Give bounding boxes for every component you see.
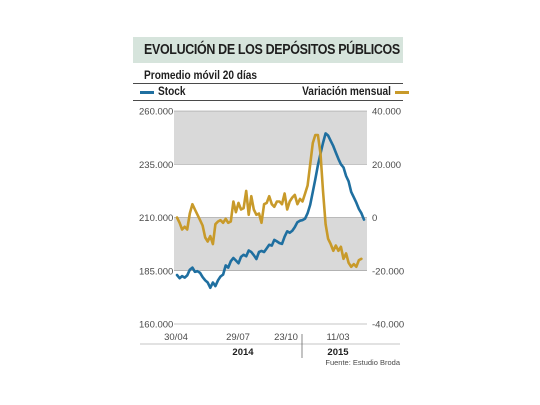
title-banner: EVOLUCIÓN DE LOS DEPÓSITOS PÚBLICOS (133, 37, 403, 63)
legend-stock-swatch (140, 90, 154, 94)
y-left-tick-label: 210.000 (139, 213, 173, 224)
year-label: 2015 (327, 347, 349, 358)
x-tick-label: 29/07 (226, 332, 250, 343)
y-left-tick-label: 235.000 (139, 160, 173, 171)
y-left-tick-label: 260.000 (139, 107, 173, 118)
chart-subtitle: Promedio móvil 20 días (144, 70, 258, 82)
y-left-tick-label: 160.000 (139, 320, 173, 331)
source-note: Fuente: Estudio Broda (325, 358, 400, 367)
x-tick-label: 30/04 (164, 332, 188, 343)
legend-stock: Stock (140, 86, 189, 98)
y-left-tick-label: 185.000 (139, 266, 173, 277)
band-top (174, 111, 367, 165)
legend-variation-swatch (395, 90, 409, 94)
legend-rule (133, 100, 403, 101)
legend-variation-label: Variación mensual (302, 86, 391, 98)
legend-variation: Variación mensual (290, 86, 409, 98)
legend-stock-label: Stock (158, 86, 186, 98)
y-right-tick-label: 0 (372, 213, 377, 224)
x-tick-label: 11/03 (326, 332, 349, 343)
y-right-tick-label: -40.000 (372, 320, 404, 331)
subtitle-rule (133, 83, 403, 84)
chart-title: EVOLUCIÓN DE LOS DEPÓSITOS PÚBLICOS (144, 42, 400, 58)
series-line-variation (175, 133, 363, 269)
y-right-tick-label: 20.000 (372, 160, 401, 171)
series-line-stock (175, 132, 366, 290)
year-label: 2014 (232, 347, 254, 358)
y-right-tick-label: -20.000 (372, 266, 404, 277)
x-tick-label: 23/10 (274, 332, 298, 343)
y-right-tick-label: 40.000 (372, 107, 401, 118)
